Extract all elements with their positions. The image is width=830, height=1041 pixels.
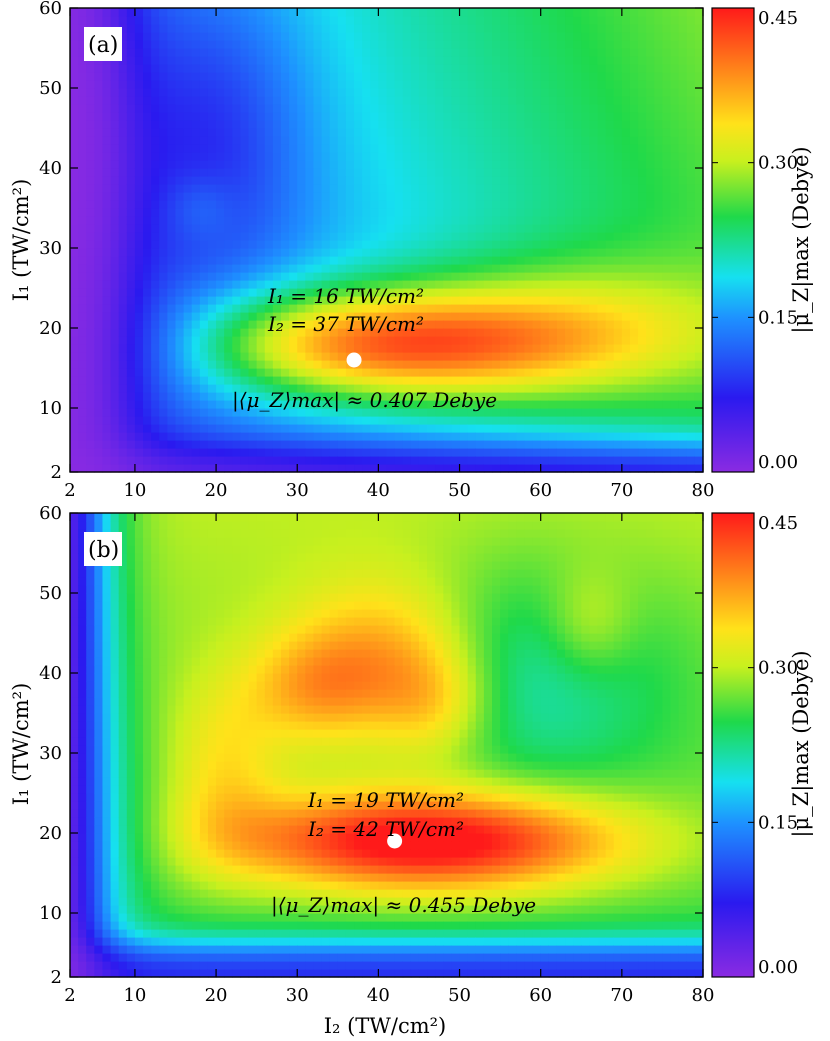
colorbar-tick-label: 0.15 bbox=[758, 307, 798, 328]
panel-a-tag-box bbox=[84, 27, 122, 61]
colorbar-a bbox=[711, 7, 755, 473]
annotation-a-max: |⟨μ_Z⟩max| ≈ 0.407 Debye bbox=[232, 388, 497, 413]
x-tick-label: 40 bbox=[367, 480, 390, 501]
x-tick-label: 70 bbox=[610, 985, 633, 1006]
annotation-b-max: |⟨μ_Z⟩max| ≈ 0.455 Debye bbox=[271, 893, 536, 918]
colorbar-tick-label: 0.30 bbox=[758, 153, 798, 174]
x-tick-label: 50 bbox=[448, 985, 471, 1006]
y-tick-label: 40 bbox=[39, 158, 62, 179]
y-tick-label: 2 bbox=[51, 462, 62, 483]
x-tick-label: 80 bbox=[692, 985, 715, 1006]
x-tick-label: 60 bbox=[529, 480, 552, 501]
y-tick-label: 20 bbox=[39, 823, 62, 844]
colorbar-tick-label: 0.45 bbox=[758, 8, 798, 29]
colorbar-b-ticks: 0.00 0.15 0.30 0.45 bbox=[712, 512, 798, 978]
panel-b: 2 10 20 30 40 50 60 70 80 2 10 20 30 40 50 60 I₁ = 19 T… bbox=[9, 503, 814, 1038]
annotation-a-i2: I₂ = 37 TW/cm² bbox=[267, 312, 424, 336]
max-point-marker bbox=[346, 352, 362, 368]
colorbar-tick-label: 0.15 bbox=[758, 812, 798, 833]
colorbar-a-ticks: 0.00 0.15 0.30 0.45 bbox=[712, 7, 798, 473]
x-tick-label: 10 bbox=[123, 480, 146, 501]
y-tick-label: 30 bbox=[39, 743, 62, 764]
annotation-b-i2: I₂ = 42 TW/cm² bbox=[307, 817, 464, 841]
panel-b-tag: (b) bbox=[88, 538, 119, 563]
colorbar-tick-label: 0.00 bbox=[758, 452, 798, 473]
y-tick-label: 10 bbox=[39, 903, 62, 924]
x-tick-label: 60 bbox=[529, 985, 552, 1006]
panel-a-tag: (a) bbox=[88, 33, 118, 58]
y-tick-label: 50 bbox=[39, 78, 62, 99]
max-point-marker bbox=[387, 833, 403, 849]
panel-b-tag-box bbox=[84, 532, 122, 566]
y-tick-label: 60 bbox=[39, 503, 62, 524]
colorbar-tick-label: 0.45 bbox=[758, 513, 798, 534]
x-tick-label: 2 bbox=[64, 480, 75, 501]
plot-frame bbox=[69, 7, 704, 473]
x-tick-label: 20 bbox=[205, 480, 228, 501]
y-tick-label: 50 bbox=[39, 583, 62, 604]
y-tick-label: 20 bbox=[39, 318, 62, 339]
x-tick-label: 2 bbox=[64, 985, 75, 1006]
y-tick-label: 10 bbox=[39, 398, 62, 419]
x-tick-label: 10 bbox=[123, 985, 146, 1006]
annotation-b-i1: I₁ = 19 TW/cm² bbox=[307, 788, 464, 812]
x-tick-label: 30 bbox=[286, 985, 309, 1006]
x-tick-label: 30 bbox=[286, 480, 309, 501]
colorbar-b-label: |μ_Z|max (Debye) bbox=[789, 650, 814, 837]
annotation-a-i1: I₁ = 16 TW/cm² bbox=[267, 284, 424, 308]
heatmap-a-plot-area: 2 10 20 30 40 50 60 70 80 2 10 20 30 40 50 60 bbox=[39, 0, 714, 501]
panel-a: 2 10 20 30 40 50 60 70 80 2 10 20 30 40 50 60 I₁ = 16 T… bbox=[9, 0, 814, 501]
x-tick-label: 70 bbox=[610, 480, 633, 501]
x-tick-label: 50 bbox=[448, 480, 471, 501]
y-tick-label: 2 bbox=[51, 967, 62, 988]
colorbar-a-label: |μ_Z|max (Debye) bbox=[789, 146, 814, 333]
colorbar-b bbox=[711, 512, 755, 978]
y-tick-label: 40 bbox=[39, 663, 62, 684]
panel-b-ylabel: I₁ (TW/cm²) bbox=[9, 683, 33, 806]
plot-frame bbox=[69, 512, 704, 978]
y-tick-label: 60 bbox=[39, 0, 62, 19]
panel-b-xlabel: I₂ (TW/cm²) bbox=[324, 1014, 447, 1038]
y-tick-label: 30 bbox=[39, 238, 62, 259]
x-tick-label: 20 bbox=[205, 985, 228, 1006]
colorbar-tick-label: 0.00 bbox=[758, 957, 798, 978]
colorbar-tick-label: 0.30 bbox=[758, 658, 798, 679]
panel-a-ylabel: I₁ (TW/cm²) bbox=[9, 179, 33, 302]
x-tick-label: 80 bbox=[692, 480, 715, 501]
heatmap-b-plot-area: 2 10 20 30 40 50 60 70 80 2 10 20 30 40 50 60 bbox=[39, 503, 714, 1006]
x-tick-label: 40 bbox=[367, 985, 390, 1006]
